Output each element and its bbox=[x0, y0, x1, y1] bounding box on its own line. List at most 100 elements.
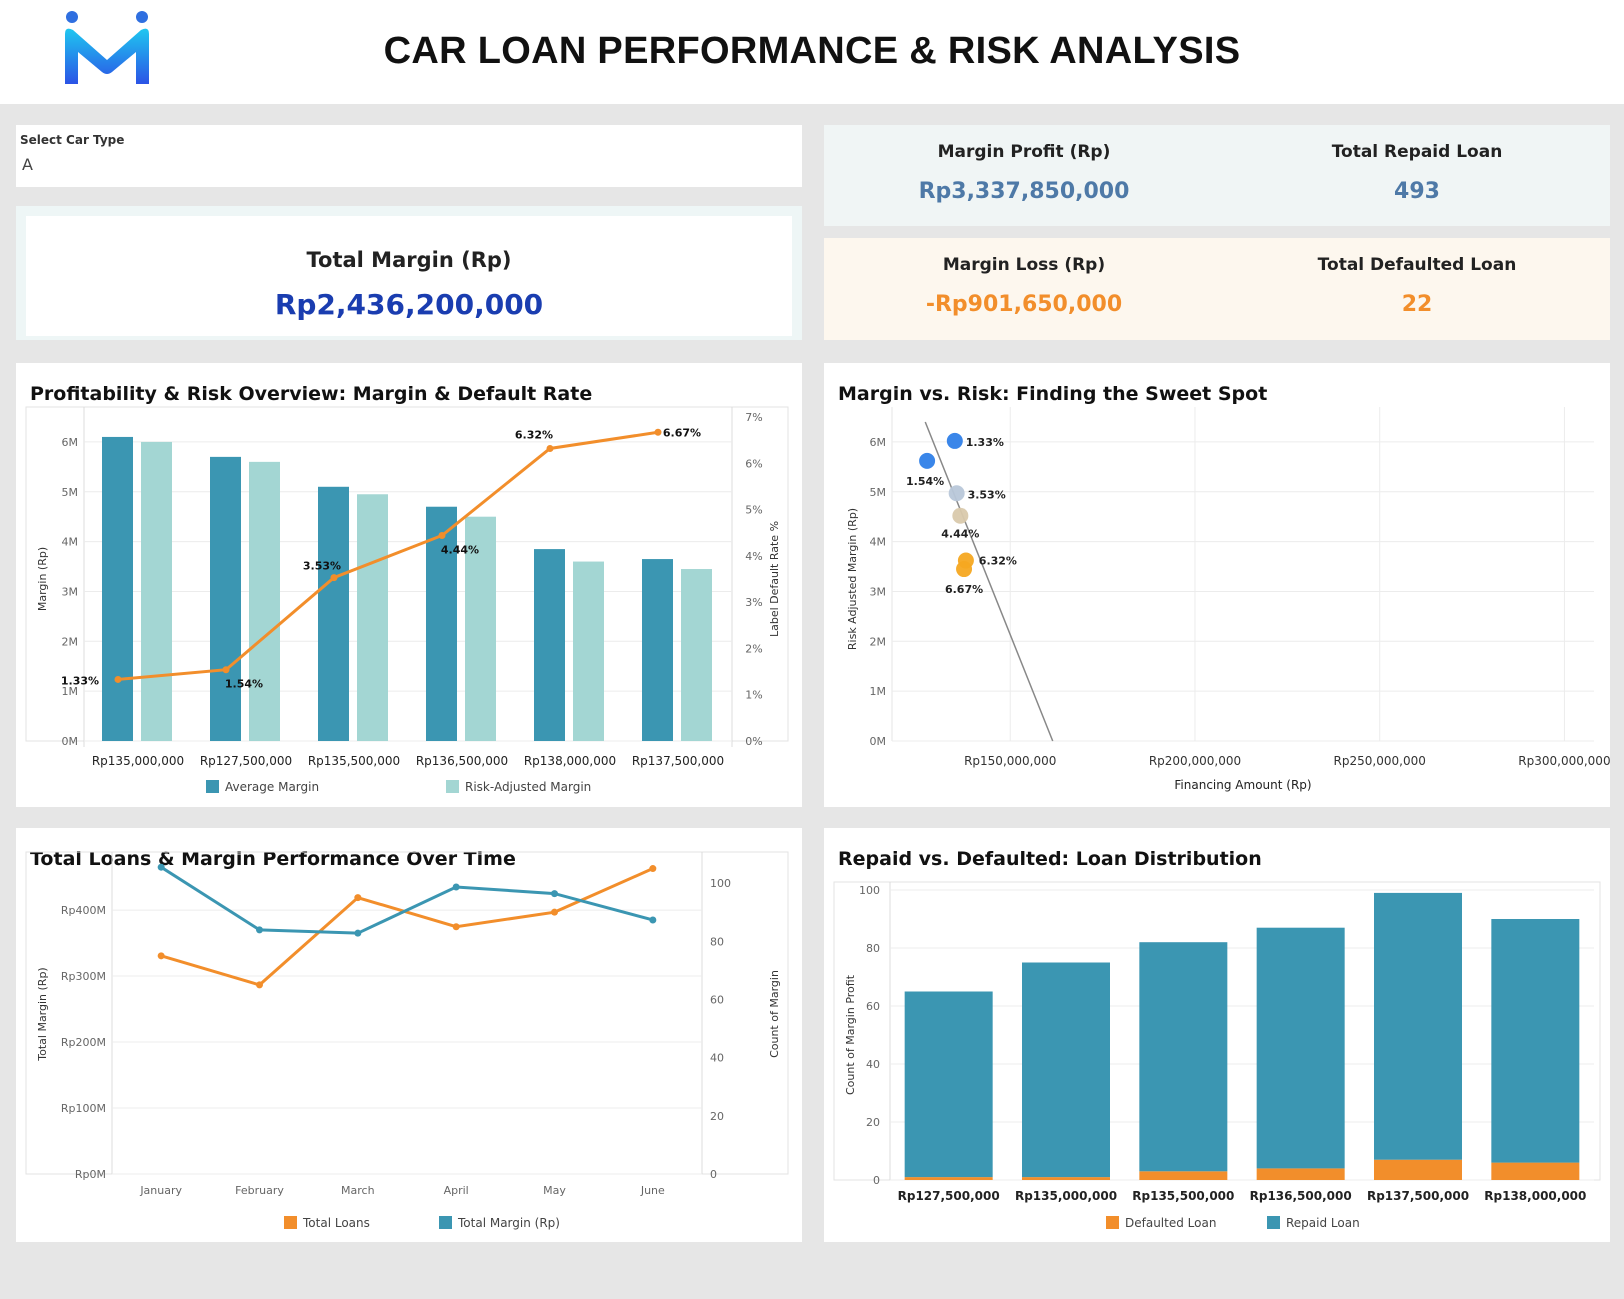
total-margin-inner: Total Margin (Rp) Rp2,436,200,000 bbox=[26, 216, 792, 336]
legend-label: Total Margin (Rp) bbox=[457, 1216, 560, 1230]
loan-distribution-chart[interactable]: 0 20 40 60 80 100 Count of Margin Profit Rp127,… bbox=[824, 828, 1610, 1242]
total-margin-point bbox=[157, 863, 165, 871]
x-tick-label: Rp300,000,000 bbox=[1518, 754, 1610, 768]
default-rate-point bbox=[222, 666, 230, 674]
bar-repaid-loan bbox=[1374, 892, 1462, 1160]
bar-risk-adjusted-margin bbox=[681, 569, 712, 741]
total-loans-point bbox=[452, 923, 460, 931]
bar-risk-adjusted-margin bbox=[141, 441, 172, 741]
margin-loss-value: -Rp901,650,000 bbox=[925, 292, 1123, 317]
x-tick-label: June bbox=[640, 1184, 665, 1197]
bar-repaid-loan bbox=[1139, 942, 1228, 1172]
legend-label: Total Loans bbox=[302, 1216, 370, 1230]
profit-kpi-card: Margin Profit (Rp) Rp3,337,850,000 Total… bbox=[824, 125, 1610, 226]
margin-loss-label: Margin Loss (Rp) bbox=[942, 255, 1106, 275]
y2-tick-label: 5% bbox=[745, 504, 762, 517]
profitability-title: Profitability & Risk Overview: Margin & … bbox=[30, 383, 593, 405]
default-rate-point bbox=[438, 531, 446, 539]
car-type-filter[interactable]: Select Car Type A bbox=[16, 125, 802, 187]
total-margin-card: Total Margin (Rp) Rp2,436,200,000 bbox=[16, 206, 802, 340]
filter-label: Select Car Type bbox=[20, 133, 125, 147]
y-axis-title: Total Margin (Rp) bbox=[36, 967, 49, 1061]
bar-average-margin bbox=[642, 559, 673, 741]
legend-swatch bbox=[284, 1216, 297, 1229]
bar-repaid-loan bbox=[1491, 919, 1580, 1163]
x-tick-label: Rp138,000,000 bbox=[1484, 1189, 1586, 1203]
y-axis-title: Count of Margin Profit bbox=[844, 974, 857, 1095]
y2-tick-label: 7% bbox=[745, 411, 762, 424]
total-margin-point bbox=[649, 916, 657, 924]
y-tick-label: Rp400M bbox=[61, 904, 106, 917]
x-tick-label: Rp135,000,000 bbox=[92, 754, 184, 768]
x-tick-label: Rp137,500,000 bbox=[632, 754, 724, 768]
x-tick-label: Rp127,500,000 bbox=[898, 1189, 1000, 1203]
legend-label: Risk-Adjusted Margin bbox=[465, 780, 591, 794]
default-rate-label: 4.44% bbox=[441, 543, 479, 556]
bar-risk-adjusted-margin bbox=[249, 461, 280, 741]
y-tick-label: 0M bbox=[870, 735, 887, 748]
scatter-point bbox=[948, 485, 965, 502]
loans-over-time-chart[interactable]: Rp0M Rp100M Rp200M Rp300M Rp400M 0 20 40 60 80 100… bbox=[16, 828, 802, 1242]
page-title: CAR LOAN PERFORMANCE & RISK ANALYSIS bbox=[383, 30, 1241, 72]
y2-tick-label: 6% bbox=[745, 457, 762, 470]
filter-value[interactable]: A bbox=[22, 155, 33, 174]
bar-defaulted-loan bbox=[1139, 1171, 1228, 1180]
y-axis-title: Margin (Rp) bbox=[36, 547, 49, 611]
total-repaid-block: Total Repaid Loan 493 bbox=[1224, 125, 1610, 226]
scatter-point-label: 4.44% bbox=[941, 528, 979, 541]
x-tick-label: Rp136,500,000 bbox=[1250, 1189, 1352, 1203]
x-tick-label: April bbox=[444, 1184, 469, 1197]
margin-profit-block: Margin Profit (Rp) Rp3,337,850,000 bbox=[824, 125, 1224, 226]
x-axis-title: Financing Amount (Rp) bbox=[1174, 778, 1311, 792]
total-defaulted-block: Total Defaulted Loan 22 bbox=[1224, 238, 1610, 340]
x-tick-label: Rp137,500,000 bbox=[1367, 1189, 1469, 1203]
bar-repaid-loan bbox=[1022, 962, 1110, 1178]
scatter-point-label: 1.54% bbox=[906, 475, 944, 488]
total-margin-value: Rp2,436,200,000 bbox=[274, 288, 544, 321]
y-axis-title: Risk Adjusted Margin (Rp) bbox=[846, 508, 859, 650]
x-tick-label: Rp127,500,000 bbox=[200, 754, 292, 768]
total-margin-label: Total Margin (Rp) bbox=[306, 248, 512, 272]
margin-risk-chart[interactable]: 0M 1M 2M 3M 4M 5M 6M Rp150,000,000 Rp200,000,000… bbox=[824, 363, 1610, 807]
default-rate-label: 1.54% bbox=[225, 678, 263, 691]
legend-label: Repaid Loan bbox=[1286, 1216, 1360, 1230]
bar-average-margin bbox=[426, 506, 457, 741]
x-tick-label: Rp138,000,000 bbox=[524, 754, 616, 768]
default-rate-label: 6.32% bbox=[515, 428, 553, 441]
default-rate-label: 1.33% bbox=[61, 674, 99, 687]
margin-profit-label: Margin Profit (Rp) bbox=[937, 142, 1111, 162]
y2-tick-label: 2% bbox=[745, 642, 762, 655]
bar-defaulted-loan bbox=[1022, 1177, 1110, 1180]
legend-label: Average Margin bbox=[225, 780, 319, 794]
y-tick-label: 6M bbox=[62, 436, 79, 449]
loans-over-time-title: Total Loans & Margin Performance Over Ti… bbox=[30, 848, 516, 870]
total-margin-line bbox=[160, 865, 654, 935]
y-tick-label: 0 bbox=[873, 1174, 880, 1187]
margin-risk-title: Margin vs. Risk: Finding the Sweet Spot bbox=[838, 383, 1268, 405]
legend-swatch bbox=[1106, 1216, 1119, 1229]
loans-over-time-panel: Total Loans & Margin Performance Over Ti… bbox=[16, 828, 802, 1242]
y-tick-label: 5M bbox=[870, 486, 887, 499]
y-tick-label: 1M bbox=[870, 685, 887, 698]
x-tick-label: Rp135,500,000 bbox=[308, 754, 400, 768]
default-rate-label: 3.53% bbox=[303, 560, 341, 573]
legend-swatch bbox=[1267, 1216, 1280, 1229]
bar-repaid-loan bbox=[1256, 927, 1345, 1169]
bar-defaulted-loan bbox=[1374, 1159, 1462, 1180]
profitability-chart[interactable]: 0M 1M 2M 3M 4M 5M 6M 0% 1% 2% 3% 4% 5% 6% 7% Margin (Rp… bbox=[16, 363, 802, 807]
y-tick-label: 100 bbox=[859, 884, 880, 897]
x-tick-label: Rp150,000,000 bbox=[964, 754, 1056, 768]
y-tick-label: Rp200M bbox=[61, 1036, 106, 1049]
y2-tick-label: 80 bbox=[710, 935, 724, 948]
x-tick-label: Rp136,500,000 bbox=[416, 754, 508, 768]
scatter-point bbox=[956, 561, 973, 578]
loan-distribution-panel: Repaid vs. Defaulted: Loan Distribution … bbox=[824, 828, 1610, 1242]
bar-average-margin bbox=[102, 436, 133, 741]
legend-swatch bbox=[446, 780, 459, 793]
header: CAR LOAN PERFORMANCE & RISK ANALYSIS bbox=[0, 0, 1624, 104]
y-tick-label: Rp0M bbox=[75, 1168, 106, 1181]
y-tick-label: 2M bbox=[62, 635, 79, 648]
scatter-point-label: 6.67% bbox=[945, 583, 983, 596]
scatter-point-label: 1.33% bbox=[966, 436, 1004, 449]
total-margin-point bbox=[551, 890, 558, 898]
